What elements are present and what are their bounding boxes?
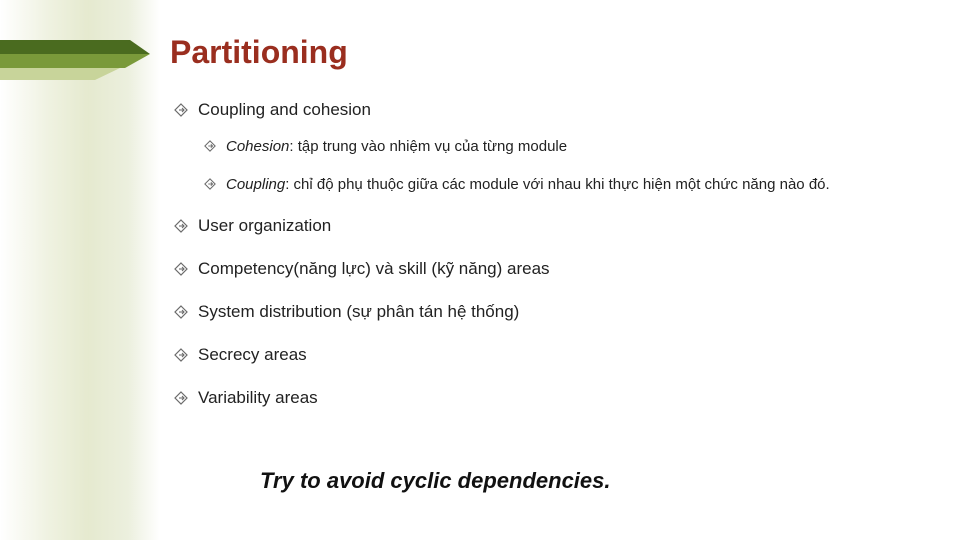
list-item-label: Variability areas	[198, 388, 318, 407]
list-item: Variability areas	[198, 387, 930, 410]
footer-note: Try to avoid cyclic dependencies.	[260, 468, 611, 494]
slide-content: Partitioning Coupling and cohesion Cohes…	[170, 34, 930, 430]
left-accent	[0, 0, 160, 540]
corner-ribbon	[0, 40, 150, 74]
list-item-label: Secrecy areas	[198, 345, 307, 364]
diamond-bullet-icon	[174, 217, 188, 231]
diamond-bullet-icon	[204, 175, 216, 187]
list-item: System distribution (sự phân tán hệ thốn…	[198, 301, 930, 324]
list-item-label: System distribution (sự phân tán hệ thốn…	[198, 302, 519, 321]
diamond-bullet-icon	[174, 260, 188, 274]
list-item-label: User organization	[198, 216, 331, 235]
list-item: Cohesion: tập trung vào nhiệm vụ của từn…	[226, 136, 930, 158]
list-item: Secrecy areas	[198, 344, 930, 367]
list-item: Competency(năng lực) và skill (kỹ năng) …	[198, 258, 930, 281]
diamond-bullet-icon	[204, 137, 216, 149]
slide-title: Partitioning	[170, 34, 930, 71]
sub-list: Cohesion: tập trung vào nhiệm vụ của từn…	[198, 136, 930, 196]
list-item: Coupling: chỉ độ phụ thuộc giữa các modu…	[226, 174, 930, 196]
sub-item-em: Coupling	[226, 176, 285, 193]
sub-item-rest: : tập trung vào nhiệm vụ của từng module	[289, 138, 567, 155]
list-item-label: Competency(năng lực) và skill (kỹ năng) …	[198, 259, 550, 278]
diamond-bullet-icon	[174, 303, 188, 317]
diamond-bullet-icon	[174, 101, 188, 115]
diamond-bullet-icon	[174, 389, 188, 403]
sub-item-rest: : chỉ độ phụ thuộc giữa các module với n…	[285, 176, 829, 193]
diamond-bullet-icon	[174, 346, 188, 360]
bullet-list: Coupling and cohesion Cohesion: tập trun…	[170, 99, 930, 410]
list-item-label: Coupling and cohesion	[198, 100, 371, 119]
sub-item-em: Cohesion	[226, 138, 289, 155]
list-item: Coupling and cohesion Cohesion: tập trun…	[198, 99, 930, 195]
list-item: User organization	[198, 215, 930, 238]
